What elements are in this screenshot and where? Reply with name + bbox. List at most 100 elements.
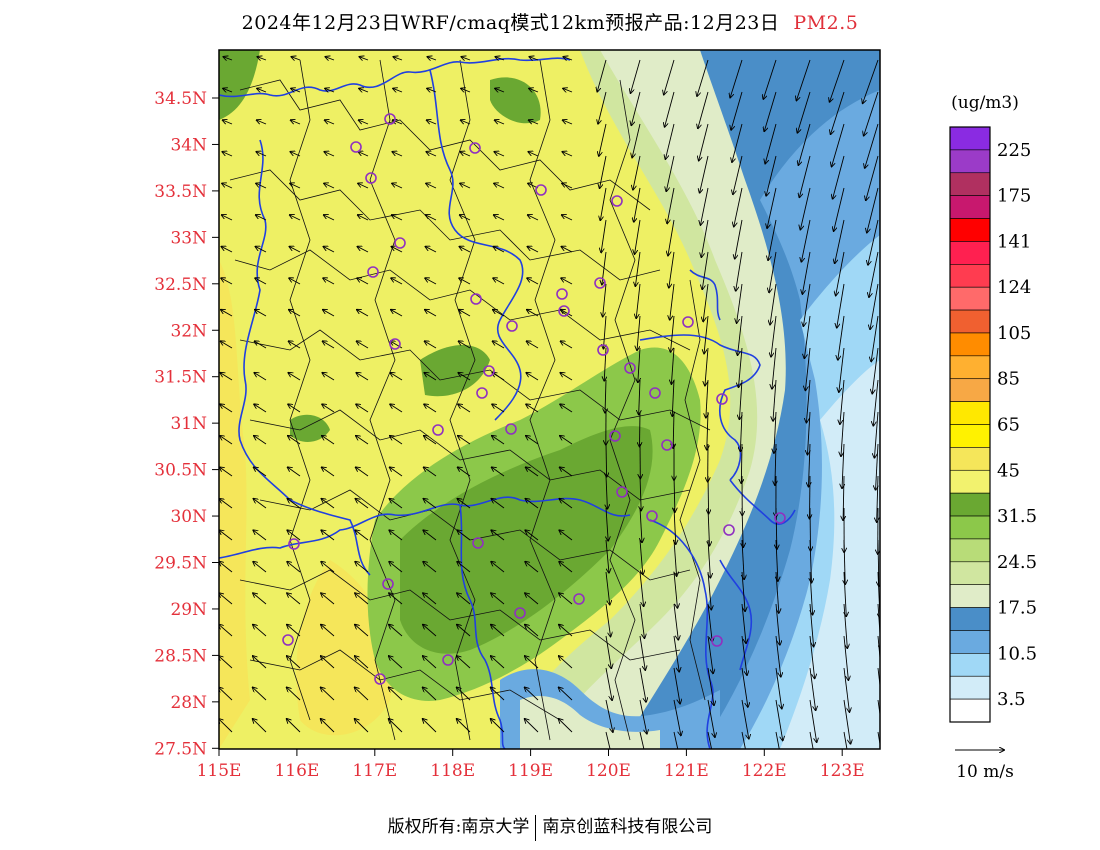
wind-arrow xyxy=(491,687,505,701)
wind-arrow xyxy=(868,219,879,265)
city-marker xyxy=(556,288,568,300)
wind-arrow xyxy=(775,731,780,749)
wind-arrow xyxy=(763,59,777,99)
wind-arrow xyxy=(389,687,403,701)
wind-arrow xyxy=(529,120,539,125)
wind-arrow xyxy=(219,593,233,605)
wind-arrow xyxy=(706,379,708,418)
colorbar-label: 45 xyxy=(997,460,1020,481)
wind-arrow xyxy=(392,183,403,189)
footer: 版权所有:南京大学 南京创蓝科技有限公司 xyxy=(0,812,1100,841)
wind-arrow xyxy=(798,123,811,165)
wind-arrow xyxy=(639,379,640,414)
wind-arrow xyxy=(698,91,709,128)
wind-arrow xyxy=(703,283,709,321)
wind-arrow xyxy=(219,687,233,701)
wind-arrow xyxy=(391,310,403,317)
colorbar-swatch xyxy=(949,515,991,540)
lon-tick-label: 116E xyxy=(274,761,319,781)
wind-arrow xyxy=(492,404,505,413)
wind-arrow xyxy=(253,656,267,669)
wind-arrow xyxy=(601,219,607,252)
wind-arrow xyxy=(876,443,878,490)
county-line xyxy=(289,59,311,721)
lon-tick-label: 117E xyxy=(352,761,397,781)
wind-arrow xyxy=(605,571,610,605)
wind-arrow xyxy=(701,219,709,257)
wind-arrow xyxy=(673,731,679,749)
wind-arrow xyxy=(460,183,471,189)
wind-arrow xyxy=(359,120,369,125)
wind-arrow xyxy=(254,436,267,445)
colorbar-swatch xyxy=(949,675,991,700)
wind-arrow xyxy=(605,635,611,668)
wind-arrow xyxy=(492,467,505,477)
wind-arrow xyxy=(321,656,335,669)
wind-arrow xyxy=(741,731,746,749)
wind-arrow xyxy=(672,379,674,416)
wind-arrow xyxy=(253,625,267,637)
wind-scale-label: 10 m/s xyxy=(956,762,1014,782)
city-marker xyxy=(711,635,723,647)
lat-tick-label: 27.5N xyxy=(154,739,207,759)
wind-arrow xyxy=(322,436,335,445)
wind-arrow xyxy=(255,310,267,317)
wind-arrow xyxy=(707,571,711,610)
county-line xyxy=(529,59,556,741)
wind-arrow xyxy=(525,625,539,637)
wind-arrow xyxy=(665,123,675,159)
colorbar-swatch xyxy=(949,607,991,631)
company-text: 南京创蓝科技有限公司 xyxy=(542,817,713,837)
wind-arrow xyxy=(775,603,780,645)
wind-arrow xyxy=(389,656,403,669)
wind-arrow xyxy=(325,120,335,125)
colorbar: 225 175 141 124 105 85 65 45 31.5 24.5 17.5 10.5 3.5 xyxy=(949,126,1037,723)
colorbar-swatch xyxy=(949,309,991,334)
wind-arrow xyxy=(799,155,811,197)
wind-arrow xyxy=(603,315,606,349)
wind-arrow xyxy=(457,499,471,509)
wind-arrow xyxy=(808,443,810,487)
colorbar-swatch xyxy=(949,424,991,448)
wind-arrow xyxy=(356,404,369,413)
lat-tick-label: 34N xyxy=(170,135,207,155)
wind-arrow xyxy=(700,155,709,193)
wind-arrow xyxy=(707,411,708,450)
wind-arrow xyxy=(219,499,233,509)
wind-arrow xyxy=(427,88,437,92)
city-marker xyxy=(646,510,658,522)
wind-arrow xyxy=(457,562,471,573)
wind-arrow xyxy=(426,183,437,189)
wind-arrow xyxy=(563,120,573,125)
wind-arrow xyxy=(287,656,301,669)
wind-arrow xyxy=(256,183,267,189)
wind-arrow xyxy=(562,215,573,221)
wind-arrow xyxy=(843,731,848,749)
lat-tick-label: 29N xyxy=(170,600,207,620)
wind-arrow xyxy=(674,507,676,544)
city-marker xyxy=(558,305,570,317)
wind-arrow xyxy=(253,530,267,541)
wind-arrow xyxy=(741,571,745,611)
wind-arrow xyxy=(321,562,335,573)
wind-arrow xyxy=(796,59,811,100)
wind-arrow xyxy=(425,310,437,317)
wind-arrow xyxy=(769,251,777,292)
wind-arrow xyxy=(287,593,301,605)
wind-arrow xyxy=(797,91,811,133)
wind-arrow xyxy=(325,57,335,60)
wind-arrow xyxy=(559,625,573,637)
shandong-border xyxy=(219,57,571,98)
wind-arrow xyxy=(525,719,539,733)
wind-arrow xyxy=(257,88,267,92)
wind-arrow xyxy=(322,373,335,381)
colorbar-label: 65 xyxy=(997,415,1020,436)
wind-arrow xyxy=(392,215,403,221)
wind-arrow xyxy=(734,187,743,226)
wind-arrow xyxy=(809,731,814,749)
wind-arrow xyxy=(287,719,301,733)
colorbar-swatch xyxy=(949,149,991,174)
wind-arrow xyxy=(321,625,335,637)
wind-arrow xyxy=(220,436,233,445)
wind-arrow xyxy=(559,593,573,605)
